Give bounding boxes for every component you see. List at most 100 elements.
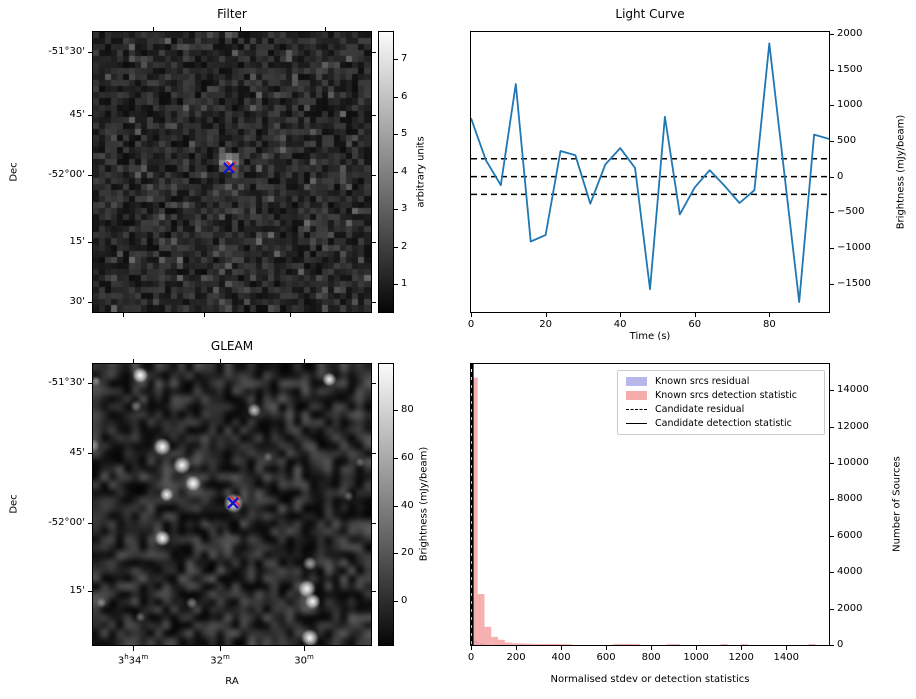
tick-label: 30' [69, 296, 85, 307]
tick-mark [830, 463, 834, 465]
tick-mark [830, 499, 834, 501]
tick-label: 20 [401, 547, 414, 559]
tick-label: −1500 [837, 277, 871, 289]
tick-mark [786, 646, 788, 650]
tick-mark [394, 553, 398, 555]
tick-label: 1400 [773, 652, 799, 663]
legend-label: Known srcs residual [655, 375, 750, 387]
tick-label: 12000 [837, 420, 869, 432]
tick-mark [471, 646, 472, 650]
tick-label: 8000 [837, 493, 863, 505]
tick-label: 45' [69, 109, 85, 121]
tick-label: 200 [506, 652, 526, 663]
tick-label: 1000 [837, 99, 863, 111]
ra-unit-superscript: m [222, 653, 230, 661]
tick-mark [830, 426, 834, 428]
tick-label: 40 [613, 319, 627, 330]
tick-label: −1000 [837, 241, 871, 253]
hist-bar [511, 643, 519, 645]
candidate-marker-filter [222, 161, 237, 175]
tick-label: 10000 [837, 457, 869, 469]
filter-colorbar-label: arbitrary units [415, 136, 427, 208]
histogram-chart [471, 364, 816, 645]
ra-unit-superscript: m [306, 653, 314, 661]
tick-label: 40 [401, 499, 414, 511]
tick-mark [394, 600, 398, 602]
candidate-marker-gleam [226, 496, 241, 510]
legend-item: Candidate residual [618, 402, 824, 416]
tick-mark [304, 646, 305, 651]
hist-bar [552, 644, 559, 645]
hist-bar [504, 642, 512, 645]
gleam-colorbar [378, 363, 394, 646]
tick-label: 4 [401, 165, 408, 177]
ra-unit-superscript: m [141, 653, 149, 661]
tick-label: 7 [401, 53, 408, 65]
hist-bar [565, 644, 573, 645]
tick-mark [394, 505, 398, 507]
tick-label: 15' [69, 236, 85, 247]
legend-swatch-patch [626, 390, 647, 400]
legend-item: Known srcs detection statistic [618, 388, 824, 402]
filter-title: Filter [217, 7, 247, 21]
tick-label: 2000 [837, 28, 863, 40]
tick-mark [830, 645, 834, 646]
tick-mark [394, 171, 398, 173]
tick-label: 2 [401, 240, 408, 252]
tick-label: 0 [837, 170, 844, 182]
hist-bar [491, 636, 499, 645]
tick-label: 80 [401, 404, 414, 416]
tick-label: −500 [837, 206, 865, 218]
tick-label: 30m [294, 653, 314, 667]
legend: Known srcs residual Known srcs detection … [617, 370, 825, 435]
tick-label: 3h34m [117, 653, 149, 667]
light-curve-plot-area [470, 31, 830, 313]
tick-mark [830, 212, 834, 214]
hist-bar [633, 644, 640, 645]
hist-bar [531, 643, 539, 645]
tick-mark [696, 646, 698, 650]
tick-mark [769, 313, 771, 317]
legend-label: Known srcs detection statistic [655, 389, 797, 401]
hist-bar [477, 594, 485, 645]
tick-mark [830, 283, 834, 285]
tick-mark [830, 390, 834, 392]
tick-label: 20 [539, 319, 552, 330]
tick-mark [741, 646, 743, 650]
tick-label: -51°30' [48, 45, 85, 57]
tick-mark [394, 284, 398, 285]
tick-label: 1500 [837, 63, 863, 75]
tick-label: 3 [401, 203, 408, 215]
tick-mark [830, 34, 834, 36]
tick-label: 800 [641, 652, 661, 663]
tick-label: 15' [69, 584, 85, 596]
gleam-title: GLEAM [210, 339, 254, 353]
hist-bar [673, 644, 681, 645]
gleam-plot-area [92, 363, 372, 646]
tick-label: 4000 [837, 566, 863, 578]
candidate-marker-blue [226, 497, 239, 510]
legend-swatch-dashed-line [626, 408, 647, 410]
tick-mark [651, 646, 653, 650]
tick-mark [830, 176, 834, 178]
tick-mark [830, 105, 834, 107]
tick-label: -51°30' [48, 377, 85, 389]
hist-bar [471, 377, 478, 645]
tick-label: 0 [467, 652, 475, 663]
hist-bar [525, 643, 532, 645]
light-curve-title: Light Curve [615, 7, 685, 21]
tick-mark [394, 246, 398, 248]
tick-label: 1 [401, 278, 408, 289]
hist-bar [538, 643, 546, 645]
tick-mark [830, 247, 834, 249]
tick-label: 400 [551, 652, 571, 663]
gleam-colorbar-label: Brightness (mJy/beam) [418, 446, 430, 562]
tick-mark [830, 572, 834, 574]
tick-label: 0 [467, 319, 475, 330]
tick-label: 80 [762, 319, 776, 330]
tick-mark [620, 313, 622, 317]
tick-mark [219, 646, 221, 651]
hist-bar [498, 639, 505, 645]
tick-mark [133, 646, 134, 651]
tick-label: 0 [401, 594, 408, 606]
